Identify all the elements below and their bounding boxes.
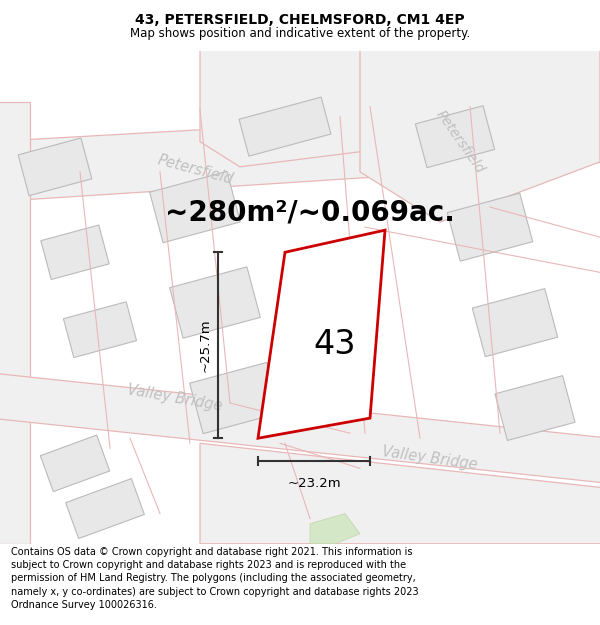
- Polygon shape: [170, 267, 260, 338]
- Text: Contains OS data © Crown copyright and database right 2021. This information is
: Contains OS data © Crown copyright and d…: [11, 547, 418, 610]
- Polygon shape: [0, 101, 30, 544]
- Text: Petersfield: Petersfield: [433, 107, 487, 176]
- Text: Valley Bridge: Valley Bridge: [127, 382, 224, 414]
- Polygon shape: [0, 106, 600, 202]
- Polygon shape: [0, 373, 600, 484]
- Polygon shape: [64, 302, 137, 358]
- Polygon shape: [258, 230, 385, 438]
- Polygon shape: [190, 362, 280, 434]
- Text: ~280m²/~0.069ac.: ~280m²/~0.069ac.: [165, 198, 455, 226]
- Text: 43: 43: [313, 328, 356, 361]
- Polygon shape: [200, 443, 600, 544]
- Polygon shape: [200, 41, 420, 167]
- Polygon shape: [65, 479, 145, 539]
- Text: Valley Bridge: Valley Bridge: [381, 444, 479, 472]
- Polygon shape: [310, 514, 360, 544]
- Polygon shape: [41, 225, 109, 279]
- Polygon shape: [18, 138, 92, 196]
- Text: Petersfield: Petersfield: [155, 152, 235, 187]
- Polygon shape: [415, 106, 494, 168]
- Text: ~23.2m: ~23.2m: [287, 478, 341, 491]
- Polygon shape: [40, 435, 110, 492]
- Text: Map shows position and indicative extent of the property.: Map shows position and indicative extent…: [130, 27, 470, 40]
- Polygon shape: [448, 193, 533, 261]
- Polygon shape: [149, 171, 241, 242]
- Text: 43, PETERSFIELD, CHELMSFORD, CM1 4EP: 43, PETERSFIELD, CHELMSFORD, CM1 4EP: [135, 12, 465, 27]
- Polygon shape: [360, 41, 600, 222]
- Text: ~25.7m: ~25.7m: [199, 318, 212, 372]
- Polygon shape: [495, 376, 575, 441]
- Polygon shape: [472, 289, 557, 357]
- Polygon shape: [239, 97, 331, 156]
